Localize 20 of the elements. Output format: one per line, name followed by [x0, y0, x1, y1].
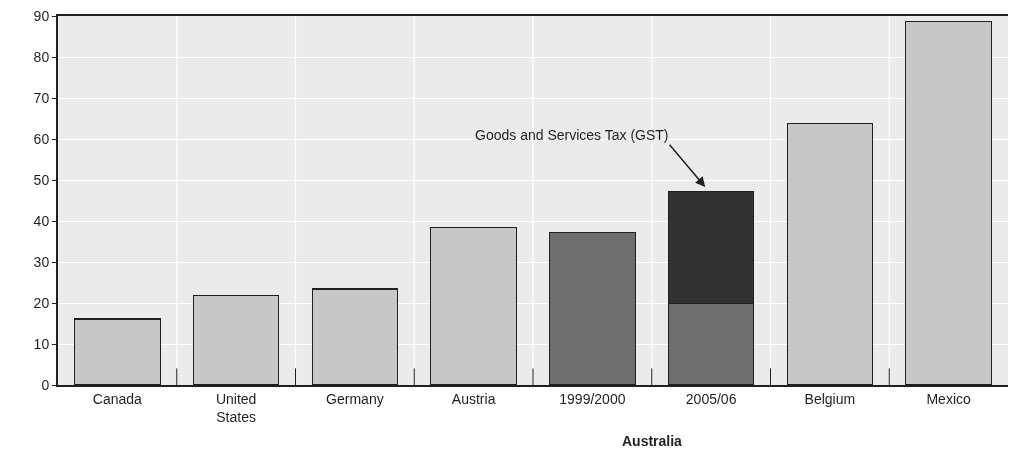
y-tick-label: 80 [33, 48, 50, 65]
y-tick-label: 70 [33, 89, 50, 106]
y-tick-label: 0 [41, 376, 50, 393]
y-tick-label: 20 [33, 294, 50, 311]
x-tick-label: 2005/06 [685, 390, 737, 407]
annotation: Goods and Services Tax (GST) [475, 127, 669, 143]
x-tick-label: 1999/2000 [559, 390, 626, 407]
text: Australia [622, 433, 683, 449]
x-tick-label: United States [215, 390, 257, 425]
x-tick-label: Germany [326, 390, 384, 407]
x-tick-label: Austria [451, 390, 496, 407]
y-tick-label: 90 [33, 7, 50, 24]
x-tick-label: Mexico [926, 390, 972, 407]
y-tick-label: 60 [33, 130, 50, 147]
y-tick-label: 40 [33, 212, 50, 229]
x-tick-label: Belgium [804, 390, 856, 407]
y-tick-label: 50 [33, 171, 50, 188]
x-tick-label: Canada [92, 390, 143, 407]
y-tick-label: 30 [33, 253, 50, 270]
y-tick-label: 10 [33, 335, 50, 352]
